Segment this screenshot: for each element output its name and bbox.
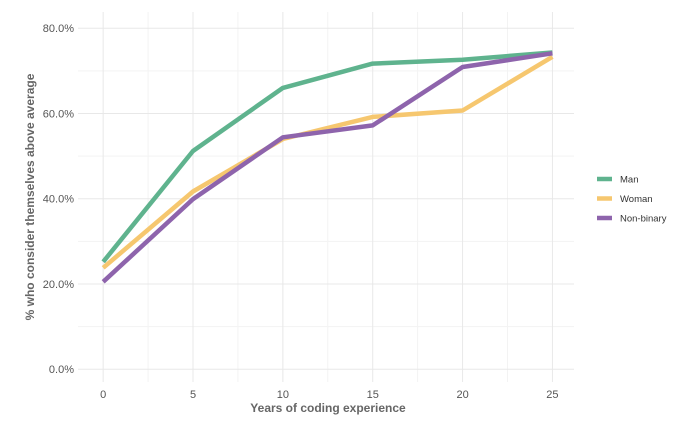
x-tick-label: 10 xyxy=(277,389,289,401)
x-axis-ticks: 0 5 10 15 20 25 xyxy=(100,389,558,401)
y-tick-label: 60.0% xyxy=(43,108,74,120)
legend-label-woman: Woman xyxy=(620,194,653,205)
series-line-non-binary xyxy=(101,51,553,284)
y-axis-title: % who consider themselves above average xyxy=(23,73,37,320)
y-axis-ticks: 0.0% 20.0% 40.0% 60.0% 80.0% xyxy=(43,23,74,376)
x-tick-label: 20 xyxy=(456,389,468,401)
series-lines xyxy=(101,50,554,284)
x-tick-label: 15 xyxy=(367,389,379,401)
series-line-woman xyxy=(101,54,554,270)
series-line-man xyxy=(101,50,553,264)
y-tick-label: 80.0% xyxy=(43,23,74,35)
x-tick-label: 0 xyxy=(100,389,106,401)
legend-label-non-binary: Non-binary xyxy=(620,214,667,225)
x-axis-title: Years of coding experience xyxy=(250,401,406,415)
x-tick-label: 25 xyxy=(546,389,558,401)
legend-label-man: Man xyxy=(620,175,638,186)
y-tick-label: 20.0% xyxy=(43,279,74,291)
x-tick-label: 5 xyxy=(190,389,196,401)
y-tick-label: 40.0% xyxy=(43,194,74,206)
legend: Man Woman Non-binary xyxy=(597,175,667,225)
y-tick-label: 0.0% xyxy=(49,364,74,376)
grid xyxy=(78,12,574,382)
